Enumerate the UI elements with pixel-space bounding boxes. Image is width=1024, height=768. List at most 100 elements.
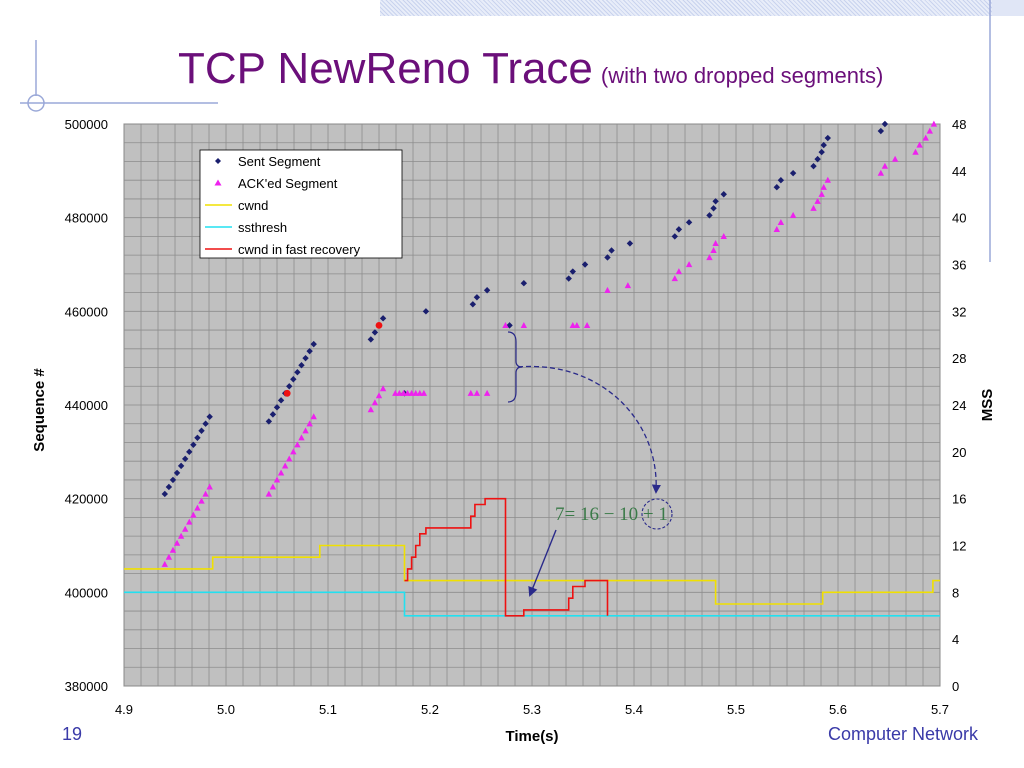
acked-segment-point bbox=[400, 389, 407, 396]
acked-segment-point bbox=[286, 455, 293, 462]
acked-segment-point bbox=[302, 427, 309, 434]
sent-segment-point bbox=[777, 177, 785, 184]
acked-segment-point bbox=[173, 539, 181, 546]
legend-label: cwnd bbox=[238, 198, 268, 213]
acked-segment-point bbox=[206, 483, 213, 490]
x-tick-label: 5.7 bbox=[931, 702, 949, 717]
acked-segment-point bbox=[408, 389, 415, 396]
series-line-cwnd bbox=[124, 544, 940, 605]
title-subtitle: (with two dropped segments) bbox=[600, 63, 884, 88]
sent-segment-point bbox=[165, 483, 173, 491]
sent-segment-point bbox=[581, 261, 589, 268]
sent-segment-point bbox=[712, 198, 719, 205]
sent-segment-point bbox=[269, 411, 277, 418]
acked-segment-point bbox=[706, 254, 713, 261]
sent-segment-point bbox=[675, 226, 683, 233]
acked-segment-point bbox=[710, 247, 717, 254]
sent-segment-point bbox=[194, 434, 201, 441]
series-line-ssthresh bbox=[124, 591, 940, 617]
x-tick-label: 4.9 bbox=[115, 702, 133, 717]
y2-tick-label: 28 bbox=[952, 351, 966, 366]
title-main: TCP NewReno Trace bbox=[178, 44, 593, 93]
sent-segment-point bbox=[824, 134, 831, 142]
x-tick-label: 5.1 bbox=[319, 702, 337, 717]
y2-tick-label: 0 bbox=[952, 679, 959, 694]
acked-segment-point bbox=[404, 389, 411, 396]
y-tick-label: 460000 bbox=[65, 304, 108, 319]
acked-segment-point bbox=[483, 389, 491, 396]
acked-segment-point bbox=[396, 389, 403, 396]
sent-segment-point bbox=[820, 141, 827, 149]
acked-segment-point bbox=[926, 127, 933, 134]
acked-segment-point bbox=[371, 399, 379, 406]
acked-segment-point bbox=[412, 389, 419, 396]
sent-segment-point bbox=[773, 184, 780, 191]
x-tick-label: 5.3 bbox=[523, 702, 541, 717]
y2-tick-label: 36 bbox=[952, 258, 966, 273]
acked-segment-point bbox=[573, 321, 581, 328]
sent-segment-point bbox=[186, 448, 193, 456]
sent-segment-point bbox=[198, 427, 205, 434]
sent-segment-point bbox=[190, 441, 197, 449]
y2-tick-label: 20 bbox=[952, 445, 966, 460]
acked-segment-point bbox=[165, 553, 173, 560]
legend: Sent Segment ACK'ed Segment cwnd ssthresh cw… bbox=[199, 149, 403, 259]
acked-segment-point bbox=[467, 389, 474, 396]
acked-segment-point bbox=[583, 321, 591, 328]
sent-segment-point bbox=[206, 413, 213, 420]
acked-segment-point bbox=[712, 240, 719, 247]
solid-arrow bbox=[528, 529, 557, 597]
sent-segment-point bbox=[277, 397, 285, 404]
acked-segment-point bbox=[720, 233, 727, 239]
acked-segment-point bbox=[392, 389, 399, 396]
sent-segment-point bbox=[483, 287, 491, 294]
acked-segment-point bbox=[306, 420, 313, 427]
acked-segment-point bbox=[273, 476, 281, 483]
acked-segment-point bbox=[277, 469, 285, 476]
acked-segment-point bbox=[818, 190, 825, 197]
sent-segment-point bbox=[161, 490, 168, 498]
dropped-segment-point bbox=[283, 389, 291, 397]
sent-segment-point bbox=[671, 233, 678, 240]
legend-label: ACK'ed Segment bbox=[238, 176, 338, 191]
sent-segment-point bbox=[608, 247, 615, 254]
sent-segment-point bbox=[604, 254, 611, 261]
acked-segment-point bbox=[824, 176, 831, 183]
y2-tick-label: 16 bbox=[952, 492, 966, 507]
y-tick-label: 500000 bbox=[65, 117, 108, 132]
slide-title: TCP NewReno Trace (with two dropped segme… bbox=[178, 44, 883, 94]
acked-segment-point bbox=[290, 448, 297, 455]
header-band bbox=[380, 0, 1024, 16]
sent-segment-point bbox=[177, 462, 185, 470]
legend-label: Sent Segment bbox=[238, 154, 321, 169]
y-tick-label: 380000 bbox=[65, 679, 108, 694]
x-tick-label: 5.6 bbox=[829, 702, 847, 717]
acked-segment-point bbox=[269, 483, 277, 490]
x-tick-label: 5.0 bbox=[217, 702, 235, 717]
acked-segment-point bbox=[624, 282, 632, 289]
acked-segment-point bbox=[367, 406, 375, 413]
highlight-circle bbox=[641, 498, 673, 530]
y-tick-label: 440000 bbox=[65, 398, 108, 413]
acked-segment-point bbox=[375, 392, 383, 399]
acked-segment-point bbox=[198, 497, 205, 504]
acked-segment-point bbox=[420, 389, 428, 396]
acked-segment-point bbox=[789, 211, 797, 218]
acked-segment-point bbox=[814, 197, 821, 204]
sent-segment-point bbox=[265, 418, 273, 425]
acked-segment-point bbox=[182, 525, 189, 532]
acked-segment-point bbox=[820, 183, 827, 190]
acked-segment-point bbox=[604, 286, 611, 293]
x-axis-label: Time(s) bbox=[505, 728, 558, 745]
y2-tick-label: 8 bbox=[952, 585, 959, 600]
sent-segment-point bbox=[720, 191, 727, 198]
footer-label: Computer Network bbox=[827, 724, 978, 744]
sent-segment-point bbox=[290, 376, 297, 383]
acked-segment-point bbox=[773, 225, 780, 232]
x-tick-label: 5.2 bbox=[421, 702, 439, 717]
page-number: 19 bbox=[62, 724, 83, 744]
sent-segment-point bbox=[877, 127, 885, 135]
sent-segment-point bbox=[306, 347, 313, 355]
legend-box bbox=[199, 149, 403, 259]
dropped-segment-point bbox=[375, 321, 383, 329]
